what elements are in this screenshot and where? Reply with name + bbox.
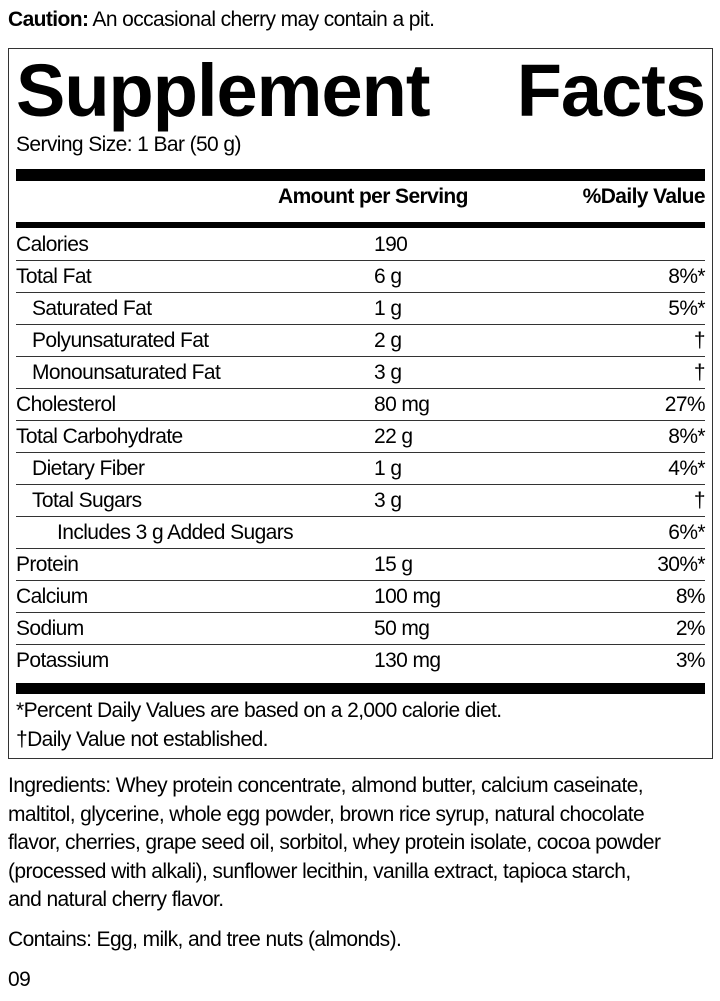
nutrient-name: Includes 3 g Added Sugars (57, 521, 294, 544)
table-row: Total Carbohydrate 22 g 8%* (16, 421, 706, 453)
nutrient-daily-value: 8% (675, 585, 706, 608)
nutrient-amount: 50 mg (374, 617, 430, 640)
nutrient-daily-value: 30%* (657, 553, 705, 576)
nutrient-amount: 1 g (374, 457, 402, 480)
nutrient-name: Calories (16, 233, 89, 256)
nutrient-name: Monounsaturated Fat (32, 361, 221, 384)
nutrient-amount: 80 mg (374, 393, 430, 416)
nutrient-name: Potassium (16, 649, 109, 672)
table-row: Calories 190 (16, 229, 705, 261)
nutrient-daily-value: † (693, 361, 706, 384)
ingredients-line: Ingredients: Whey protein concentrate, a… (8, 774, 644, 797)
footnote: *Percent Daily Values are based on a 2,0… (16, 699, 502, 722)
product-code: 09 (8, 968, 31, 991)
nutrient-name: Total Carbohydrate (16, 425, 183, 448)
table-row: Calcium 100 mg 8% (16, 581, 706, 613)
table-row: Polyunsaturated Fat 2 g † (16, 325, 706, 357)
ingredients-line: maltitol, glycerine, whole egg powder, b… (8, 802, 645, 826)
table-row: Total Fat 6 g 8%* (16, 261, 706, 293)
thick-divider (16, 169, 705, 181)
table-row: Total Sugars 3 g † (16, 485, 706, 517)
nutrient-daily-value: 5%* (668, 297, 705, 320)
nutrient-name: Protein (16, 553, 79, 576)
nutrient-daily-value: 2% (675, 617, 706, 640)
nutrient-daily-value: 6%* (668, 521, 705, 544)
nutrient-name: Saturated Fat (32, 297, 152, 320)
ingredients: Ingredients: Whey protein concentrate, a… (8, 772, 661, 915)
table-row: Monounsaturated Fat 3 g † (16, 357, 706, 389)
nutrient-amount: 22 g (374, 425, 413, 448)
caution-label: Caution: (8, 8, 89, 31)
nutrient-name: Total Fat (16, 265, 92, 288)
column-header: Amount per Serving %Daily Value (16, 185, 706, 215)
nutrient-name: Calcium (16, 585, 88, 608)
nutrient-daily-value: † (693, 329, 706, 352)
medium-divider (16, 222, 705, 228)
caution-text: An occasional cherry may contain a pit. (88, 8, 435, 31)
nutrient-daily-value: 3% (675, 649, 706, 672)
nutrient-amount: 100 mg (374, 585, 441, 608)
nutrient-name: Total Sugars (32, 489, 142, 512)
title-word: Supplement (16, 49, 430, 132)
table-row: Sodium 50 mg 2% (16, 613, 706, 645)
footnote: †Daily Value not established. (16, 728, 268, 751)
panel-title: Supplement Facts (16, 49, 706, 132)
caution-statement: Caution: An occasional cherry may contai… (8, 8, 435, 32)
nutrient-amount: 2 g (374, 329, 402, 352)
nutrient-amount: 3 g (374, 489, 402, 512)
serving-size: Serving Size: 1 Bar (50 g) (16, 133, 241, 156)
nutrient-name: Polyunsaturated Fat (32, 329, 209, 352)
nutrient-name: Sodium (16, 617, 84, 640)
nutrient-amount: 15 g (374, 553, 413, 576)
nutrient-name: Cholesterol (16, 393, 116, 416)
nutrient-daily-value: † (693, 489, 706, 512)
table-row: Protein 15 g 30%* (16, 549, 706, 581)
supplement-facts-panel: Supplement Facts Serving Size: 1 Bar (50… (8, 48, 713, 759)
ingredients-line: flavor, cherries, grape seed oil, sorbit… (8, 831, 661, 854)
nutrient-amount: 1 g (374, 297, 402, 320)
thick-divider (16, 683, 705, 694)
table-row: Saturated Fat 1 g 5%* (16, 293, 706, 325)
amount-header: Amount per Serving (278, 185, 468, 208)
nutrient-daily-value: 27% (664, 393, 706, 416)
nutrient-name: Dietary Fiber (32, 457, 145, 480)
title-word: Facts (516, 49, 706, 132)
nutrient-amount: 6 g (374, 265, 402, 288)
nutrient-amount: 190 (374, 233, 408, 256)
nutrient-table: Calories 190 Total Fat 6 g 8%* Saturated Fat 1… (16, 229, 706, 676)
table-row: Includes 3 g Added Sugars 6%* (16, 517, 706, 549)
nutrient-amount: 130 mg (374, 649, 441, 672)
table-row: Potassium 130 mg 3% (16, 645, 706, 676)
nutrient-amount: 3 g (374, 361, 402, 384)
nutrient-daily-value: 8%* (668, 265, 705, 288)
nutrient-daily-value: 8%* (668, 425, 705, 448)
daily-value-header: %Daily Value (582, 185, 706, 208)
table-row: Cholesterol 80 mg 27% (16, 389, 706, 421)
table-row: Dietary Fiber 1 g 4%* (16, 453, 706, 485)
allergen-statement: Contains: Egg, milk, and tree nuts (almo… (8, 928, 402, 951)
ingredients-line: (processed with alkali), sunflower lecit… (8, 859, 631, 883)
nutrient-daily-value: 4%* (668, 457, 705, 480)
ingredients-line: and natural cherry flavor. (8, 888, 224, 911)
